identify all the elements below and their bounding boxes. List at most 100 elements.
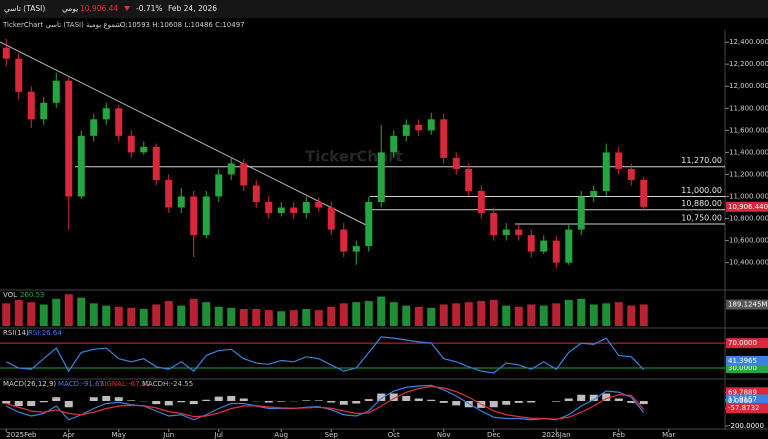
value-box — [726, 394, 768, 405]
histogram-bar — [227, 396, 236, 401]
x-tick-label: Mar — [662, 431, 675, 439]
volume-bar — [452, 303, 461, 326]
volume-bar — [252, 309, 261, 326]
histogram-bar — [127, 400, 136, 401]
histogram-bar — [389, 393, 398, 401]
volume-bar — [127, 307, 136, 326]
axis-value-label: 0.0000 — [728, 397, 753, 405]
histogram-bar — [602, 393, 611, 401]
volume-bar — [314, 310, 323, 326]
volume-bar — [564, 299, 573, 326]
y-tick-label: 10,600.000 — [729, 237, 768, 245]
histogram-bar — [502, 401, 511, 405]
volume-bar — [302, 309, 311, 326]
histogram-bar — [14, 401, 23, 406]
histogram-bar — [214, 396, 223, 401]
candle-body — [277, 207, 285, 214]
axis-value-label: 11.9157 — [728, 396, 757, 404]
histogram-bar — [514, 401, 523, 403]
candle-body — [240, 163, 248, 186]
volume-bar — [414, 306, 423, 326]
candle-body — [340, 229, 348, 252]
candle-body — [2, 47, 10, 59]
volume-bar — [152, 304, 161, 326]
volume-bar — [14, 299, 23, 326]
histogram-bar — [364, 399, 373, 401]
histogram-bar — [427, 399, 436, 401]
x-tick-label: Nov — [437, 431, 451, 439]
histogram-bar — [277, 401, 286, 402]
candle-body — [115, 108, 123, 136]
histogram-bar — [564, 398, 573, 401]
candle-body — [402, 124, 410, 136]
panel-title: MACD(26,12,9) — [3, 380, 56, 388]
candle-body — [140, 146, 148, 153]
symbol: تاسي (TASI) — [4, 4, 45, 13]
candle-body — [127, 135, 135, 153]
value-box — [726, 299, 768, 310]
histogram-bar — [64, 401, 73, 408]
candle-body — [40, 102, 48, 120]
histogram-bar — [377, 393, 386, 401]
histogram-bar — [239, 398, 248, 401]
value-box — [726, 363, 768, 374]
candle-body — [552, 240, 560, 263]
x-tick-label: May — [112, 431, 126, 439]
candle-body — [27, 91, 35, 120]
volume-bar — [189, 298, 198, 326]
y-tick-label: 11,200.000 — [729, 170, 768, 178]
candle-body — [502, 229, 510, 236]
legend-entry: SIGNAL:-67.12 — [100, 380, 151, 388]
candle-body — [227, 163, 235, 175]
down-arrow — [124, 6, 130, 11]
x-tick-label: Feb — [613, 431, 626, 439]
candle-body — [177, 196, 185, 208]
volume-bar — [164, 301, 173, 326]
histogram-bar — [89, 397, 98, 401]
candle-body — [440, 119, 448, 158]
volume-bar — [427, 307, 436, 326]
histogram-bar — [264, 401, 273, 403]
histogram-bar — [327, 401, 336, 403]
histogram-bar — [352, 401, 361, 404]
histogram-bar — [527, 401, 536, 403]
legend-entry: MACDH:-24.55 — [142, 380, 193, 388]
axis-value-label: 30.0000 — [728, 364, 757, 372]
panel-value: 260.53 — [20, 291, 45, 299]
change: -0.71% — [136, 4, 163, 13]
volume-bar — [389, 302, 398, 326]
histogram-bar — [189, 401, 198, 405]
volume-bar — [489, 299, 498, 326]
histogram-bar — [577, 394, 586, 401]
x-tick-label: Aug — [274, 431, 288, 439]
candle-body — [190, 196, 198, 236]
y-tick-label: 11,600.000 — [729, 126, 768, 134]
volume-bar — [327, 306, 336, 326]
volume-bar — [627, 305, 636, 326]
histogram-bar — [314, 400, 323, 401]
volume-bar — [577, 298, 586, 326]
chart-title: TickerChart تاسي (TASI) شموع يومية — [2, 21, 121, 29]
volume-bar — [352, 302, 361, 326]
candle-body — [327, 207, 335, 230]
volume-bar — [2, 303, 11, 326]
x-tick-label: Oct — [388, 431, 400, 439]
x-tick-label: 2025Feb — [6, 431, 37, 439]
candle-body — [527, 235, 535, 252]
candle-body — [202, 196, 210, 236]
histogram-bar — [614, 398, 623, 401]
volume-bar — [277, 311, 286, 326]
candle-body — [102, 108, 110, 120]
candle-body — [65, 80, 73, 197]
candle-body — [152, 146, 160, 180]
histogram-bar — [589, 394, 598, 401]
candle-body — [477, 190, 485, 214]
value-box — [726, 355, 768, 366]
volume-bar — [227, 307, 236, 326]
histogram-bar — [339, 401, 348, 405]
volume-bar — [64, 294, 73, 326]
date: Feb 24, 2026 — [168, 4, 217, 13]
volume-bar — [102, 305, 111, 326]
volume-bar — [639, 304, 648, 326]
